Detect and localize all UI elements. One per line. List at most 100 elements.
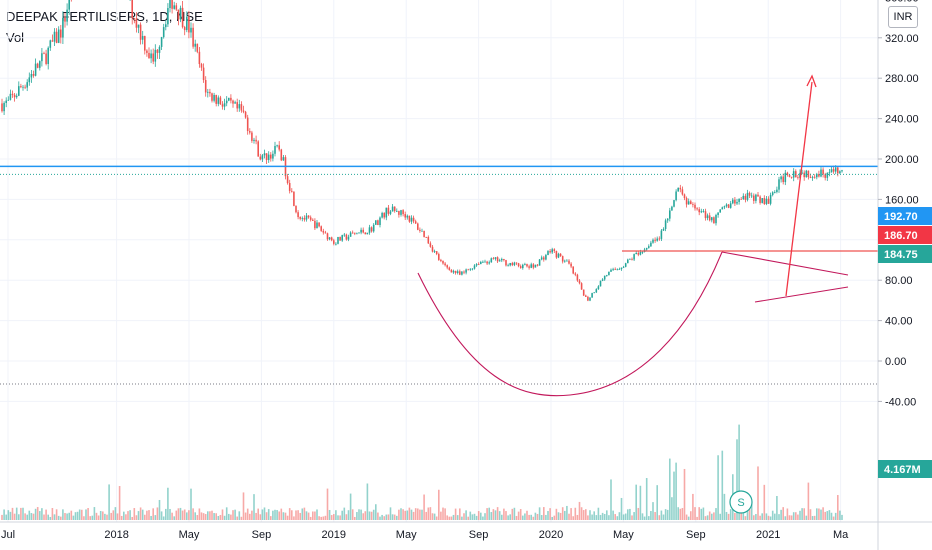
candle-body bbox=[648, 246, 650, 248]
candle-body bbox=[177, 9, 180, 20]
volume-bar bbox=[807, 482, 810, 520]
volume-bar bbox=[463, 513, 465, 520]
candle-body bbox=[385, 207, 388, 218]
candle-body bbox=[505, 260, 507, 266]
volume-bar bbox=[763, 484, 766, 520]
candle-body bbox=[666, 218, 669, 221]
y-tick-label: -40.00 bbox=[885, 396, 916, 408]
candle-body bbox=[450, 269, 453, 273]
candle-body bbox=[513, 262, 516, 266]
candle-body bbox=[246, 117, 249, 132]
candle-body bbox=[723, 206, 726, 208]
volume-bar bbox=[673, 471, 675, 520]
candle-body bbox=[645, 247, 648, 250]
candle-body bbox=[740, 198, 742, 200]
volume-bar bbox=[398, 509, 400, 520]
volume-bar bbox=[654, 512, 656, 520]
candle-body bbox=[278, 145, 280, 150]
volume-bar bbox=[511, 508, 514, 520]
volume-bar bbox=[547, 511, 549, 520]
candle-body bbox=[408, 215, 411, 222]
volume-bar bbox=[530, 514, 532, 520]
volume-bar bbox=[692, 493, 694, 520]
volume-bar bbox=[87, 508, 89, 520]
volume-bar bbox=[799, 510, 801, 520]
volume-bar bbox=[249, 513, 251, 520]
volume-bar bbox=[595, 515, 598, 520]
candle-body bbox=[738, 198, 740, 202]
candle-body bbox=[421, 230, 423, 232]
candle-body bbox=[557, 253, 560, 258]
volume-bar bbox=[736, 439, 738, 520]
volume-bar bbox=[532, 516, 535, 520]
volume-bar bbox=[570, 508, 572, 520]
candle-body bbox=[805, 170, 808, 178]
candle-body bbox=[183, 27, 186, 31]
volume-bar bbox=[782, 507, 784, 520]
volume-bar bbox=[7, 510, 10, 520]
volume-bar bbox=[278, 511, 280, 520]
volume-bar bbox=[146, 510, 148, 520]
candle-body bbox=[732, 199, 734, 204]
volume-bar bbox=[675, 462, 677, 520]
candle-body bbox=[601, 279, 604, 281]
volume-bar bbox=[742, 510, 745, 520]
currency-button[interactable]: INR bbox=[888, 6, 918, 28]
volume-bar bbox=[148, 510, 150, 520]
candle-body bbox=[423, 230, 425, 237]
volume-bar bbox=[423, 494, 425, 520]
candle-body bbox=[135, 18, 138, 28]
volume-bar bbox=[41, 508, 43, 520]
volume-bar bbox=[49, 516, 52, 520]
volume-bar bbox=[93, 507, 96, 520]
volume-bar bbox=[173, 516, 175, 520]
candle-body bbox=[837, 167, 839, 174]
candle-body bbox=[274, 145, 276, 154]
volume-bar bbox=[116, 513, 119, 520]
volume-bar bbox=[112, 510, 115, 520]
volume-bar bbox=[826, 511, 829, 520]
volume-bar bbox=[759, 515, 761, 520]
volume-bar bbox=[498, 511, 501, 520]
volume-bar bbox=[549, 508, 551, 520]
volume-bar bbox=[467, 516, 469, 520]
volume-bar bbox=[515, 515, 518, 520]
volume-bar bbox=[66, 513, 68, 520]
candle-body bbox=[139, 24, 142, 40]
candle-body bbox=[276, 145, 278, 147]
candle-body bbox=[307, 215, 310, 218]
volume-bar bbox=[822, 507, 824, 520]
candle-body bbox=[503, 259, 505, 261]
candle-body bbox=[679, 187, 682, 190]
volume-bar bbox=[354, 516, 356, 520]
candle-body bbox=[215, 94, 217, 104]
volume-bar bbox=[89, 516, 91, 520]
triangle-lower bbox=[754, 286, 849, 303]
volume-bar bbox=[456, 515, 459, 520]
candle-body bbox=[727, 204, 730, 208]
candle-body bbox=[270, 154, 272, 159]
volume-bar bbox=[45, 509, 47, 520]
y-tick-label: 360.00 bbox=[885, 0, 919, 4]
candle-body bbox=[238, 104, 241, 109]
volume-bar bbox=[671, 497, 673, 520]
candle-body bbox=[452, 270, 455, 273]
volume-bar bbox=[34, 508, 37, 520]
candle-body bbox=[683, 194, 686, 199]
candle-body bbox=[198, 51, 201, 65]
volume-bar bbox=[74, 512, 77, 520]
volume-bar bbox=[750, 504, 753, 520]
candle-body bbox=[585, 295, 587, 297]
price-label-box bbox=[878, 226, 932, 244]
volume-bar bbox=[261, 509, 264, 520]
candle-body bbox=[753, 195, 755, 201]
candle-body bbox=[551, 249, 553, 253]
candle-body bbox=[5, 100, 7, 103]
volume-bar bbox=[183, 509, 186, 520]
volume-bar bbox=[343, 507, 346, 520]
candle-body bbox=[461, 271, 463, 275]
volume-bar bbox=[780, 509, 782, 520]
volume-bar bbox=[83, 516, 85, 520]
candle-body bbox=[515, 262, 518, 264]
